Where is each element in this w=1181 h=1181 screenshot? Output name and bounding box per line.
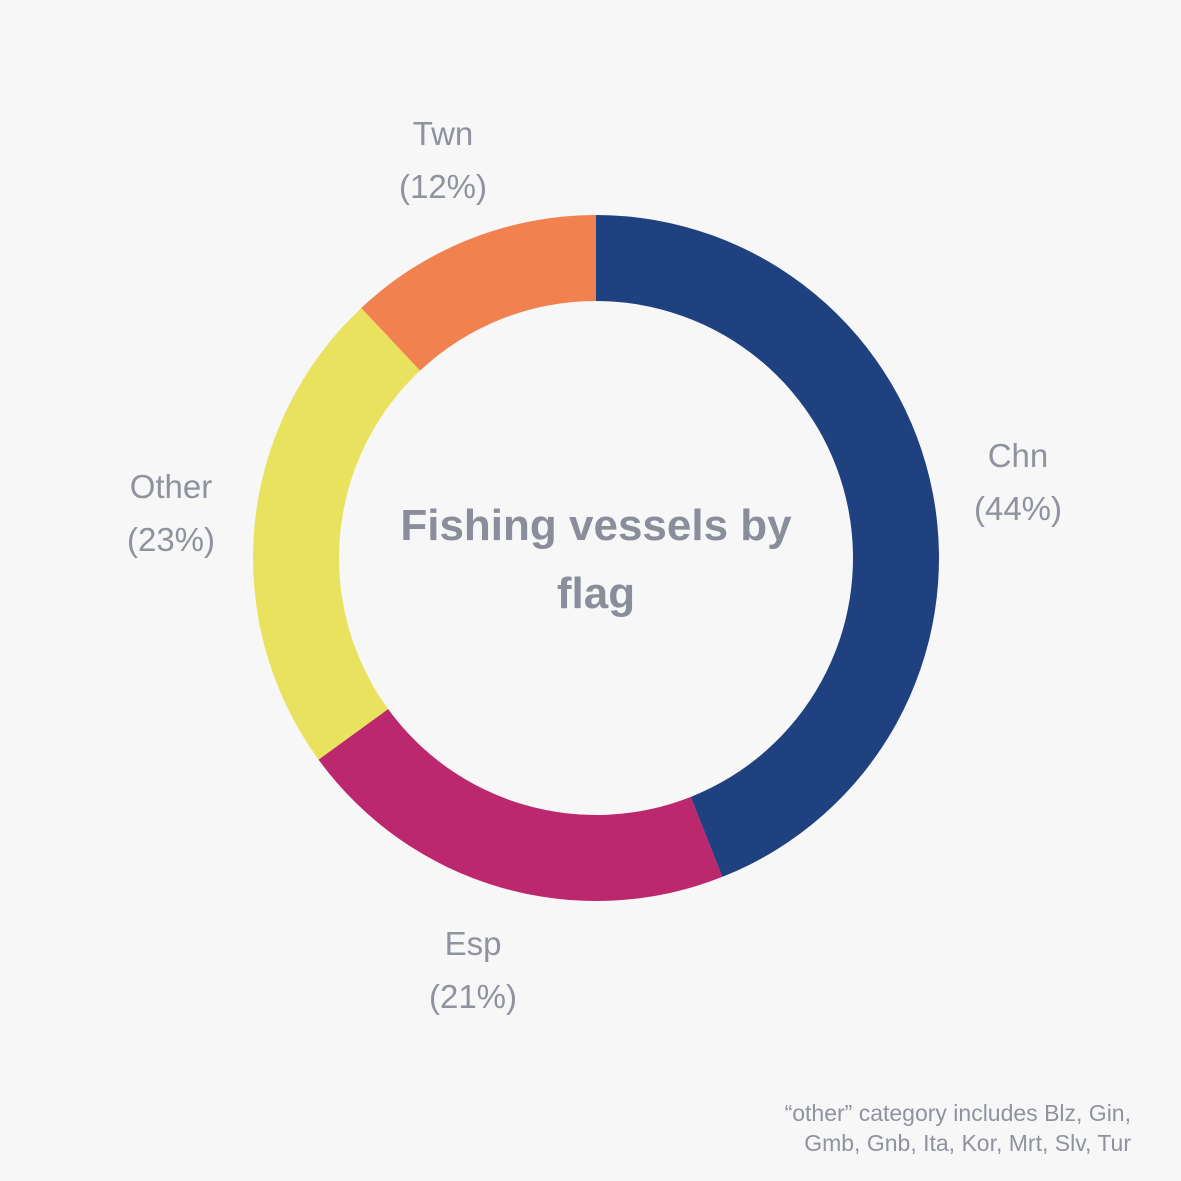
- label-twn-name: Twn: [412, 115, 474, 152]
- label-other-value: (23%): [126, 521, 216, 558]
- label-other-name: Other: [129, 468, 213, 505]
- slice-esp: [318, 709, 723, 901]
- chart-title: Fishing vessels by flag: [400, 501, 792, 618]
- label-esp: Esp (21%): [363, 917, 583, 1023]
- label-twn: Twn (12%): [333, 107, 553, 213]
- footnote: “other” category includes Blz, Gin, Gmb,…: [651, 1098, 1131, 1158]
- footnote-line-2: Gmb, Gnb, Ita, Kor, Mrt, Slv, Tur: [804, 1130, 1131, 1156]
- label-chn-name: Chn: [987, 437, 1049, 474]
- label-esp-value: (21%): [428, 978, 518, 1015]
- label-other: Other (23%): [61, 460, 281, 566]
- footnote-line-1: “other” category includes Blz, Gin,: [784, 1100, 1131, 1126]
- label-chn-value: (44%): [973, 490, 1063, 527]
- label-twn-value: (12%): [398, 168, 488, 205]
- label-esp-name: Esp: [444, 925, 502, 962]
- slice-chn: [596, 215, 940, 877]
- slice-other: [253, 307, 421, 760]
- slice-twn: [361, 215, 596, 371]
- label-chn: Chn (44%): [908, 429, 1128, 535]
